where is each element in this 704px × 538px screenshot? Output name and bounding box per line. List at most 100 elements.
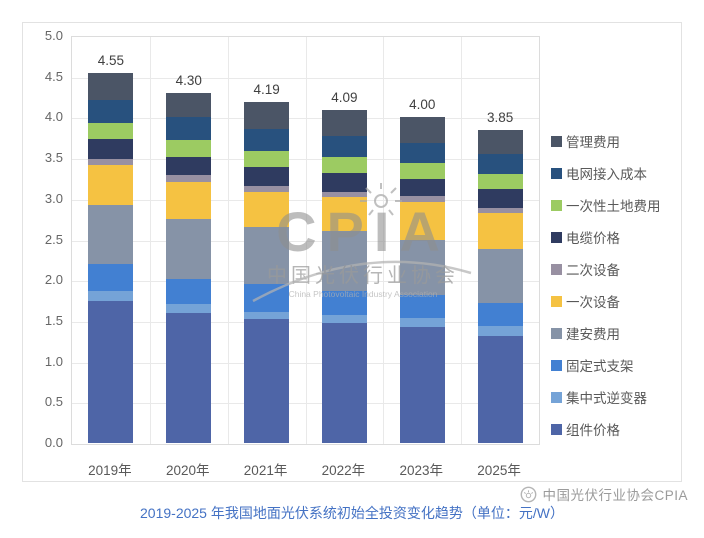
bar-segment-建安费用 <box>321 231 367 291</box>
bar-segment-一次性土地费用 <box>321 157 367 173</box>
bar-segment-管理费用 <box>88 72 134 100</box>
legend-label: 集中式逆变器 <box>566 391 647 406</box>
account-badge-label: 中国光伏行业协会CPIA <box>542 488 688 503</box>
bar-segment-管理费用 <box>166 93 212 118</box>
x-tick-label: 2022年 <box>321 463 366 478</box>
bar-total-label: 3.85 <box>486 109 514 125</box>
legend-item-一次设备: 一次设备 <box>551 285 681 317</box>
gridline-v <box>306 37 307 444</box>
gridline-h <box>72 321 539 323</box>
bar-segment-电网接入成本 <box>399 142 445 164</box>
bar-segment-一次性土地费用 <box>477 174 523 190</box>
plot-area: 4.55 4.30 4.19 4.09 4.00 3.85 <box>71 36 540 445</box>
legend: 管理费用 电网接入成本 一次性土地费用 电缆价格 二次设备 一次设备 建安费用 固定式支架 集中… <box>551 125 681 445</box>
stacked-bar <box>88 72 134 443</box>
legend-swatch <box>551 327 562 339</box>
gridline-h <box>72 362 539 364</box>
legend-item-电网接入成本: 电网接入成本 <box>551 157 681 189</box>
bar-segment-建安费用 <box>477 249 523 304</box>
bar-segment-电缆价格 <box>166 156 212 176</box>
legend-label: 二次设备 <box>566 263 620 278</box>
legend-label: 组件价格 <box>566 423 620 438</box>
gridline-v <box>150 37 151 444</box>
x-tick-label: 2020年 <box>165 463 210 478</box>
legend-item-电缆价格: 电缆价格 <box>551 221 681 253</box>
bar-total-label: 4.30 <box>175 72 202 88</box>
bar-segment-固定式支架 <box>244 284 290 312</box>
gridline-h <box>72 199 539 201</box>
bar-segment-建安费用 <box>244 227 290 285</box>
bar-segment-建安费用 <box>399 239 445 295</box>
stacked-bar <box>321 110 367 443</box>
bar-total-label: 4.55 <box>97 52 125 68</box>
bar-segment-一次设备 <box>477 213 523 250</box>
legend-swatch <box>551 359 562 371</box>
cpia-logo-icon <box>521 486 537 502</box>
bar-segment-组件价格 <box>477 335 523 443</box>
gridline-h <box>72 240 539 242</box>
bar-segment-一次设备 <box>88 165 134 205</box>
bar-segment-集中式逆变器 <box>399 317 445 328</box>
stacked-bar <box>477 129 523 443</box>
bar-total-label: 4.09 <box>331 90 358 106</box>
legend-swatch <box>551 263 562 275</box>
y-tick-label: 1.5 <box>44 312 63 328</box>
bar-segment-二次设备 <box>321 191 367 198</box>
gridline-h <box>72 118 539 120</box>
bar-total-label: 4.00 <box>409 97 436 113</box>
y-tick-label: 3.0 <box>44 190 63 206</box>
gridline-h <box>72 403 539 405</box>
chart-panel: 4.55 4.30 4.19 4.09 4.00 3.85 0.0 0.5 1.0 1.5 2.0… <box>22 22 682 482</box>
bar-segment-组件价格 <box>321 322 367 443</box>
bar-total-label: 4.19 <box>253 81 280 97</box>
bar-segment-集中式逆变器 <box>166 303 212 313</box>
y-tick-label: 4.5 <box>44 68 63 84</box>
legend-label: 电网接入成本 <box>566 167 647 182</box>
bar-segment-电缆价格 <box>399 178 445 197</box>
legend-label: 管理费用 <box>566 135 620 150</box>
bar-segment-电网接入成本 <box>477 154 523 175</box>
gridline-v <box>461 37 462 444</box>
bar-segment-二次设备 <box>166 175 212 182</box>
bar-segment-二次设备 <box>244 185 290 192</box>
stacked-bar <box>166 93 212 443</box>
bar-segment-固定式支架 <box>88 263 134 291</box>
gridline-h <box>72 159 539 161</box>
stacked-bar <box>244 102 290 443</box>
gridline-h <box>72 77 539 79</box>
legend-swatch <box>551 167 562 179</box>
bar-segment-一次设备 <box>399 202 445 240</box>
legend-swatch <box>551 423 562 435</box>
bar-segment-一次性土地费用 <box>166 140 212 157</box>
x-tick-label: 2019年 <box>88 463 132 478</box>
bar-segment-电网接入成本 <box>166 117 212 141</box>
bar-segment-管理费用 <box>399 117 445 143</box>
y-tick-label: 3.5 <box>44 150 63 166</box>
bar-segment-集中式逆变器 <box>321 315 367 323</box>
bar-segment-建安费用 <box>88 204 134 264</box>
bar-segment-一次性土地费用 <box>244 150 290 168</box>
bar-segment-电缆价格 <box>88 139 134 159</box>
bar-segment-集中式逆变器 <box>477 325 523 336</box>
bar-segment-固定式支架 <box>166 278 212 304</box>
legend-item-组件价格: 组件价格 <box>551 413 681 445</box>
bar-segment-二次设备 <box>477 207 523 214</box>
bar-segment-组件价格 <box>166 312 212 443</box>
x-tick-label: 2025年 <box>477 463 521 478</box>
bar-segment-固定式支架 <box>321 290 367 316</box>
bar-segment-固定式支架 <box>399 294 445 318</box>
bar-segment-集中式逆变器 <box>88 290 134 301</box>
bar-segment-一次设备 <box>321 197 367 232</box>
legend-item-管理费用: 管理费用 <box>551 125 681 157</box>
legend-swatch <box>551 135 562 147</box>
bar-segment-电网接入成本 <box>244 128 290 151</box>
gridline-v <box>383 37 384 444</box>
y-tick-label: 5.0 <box>44 28 63 43</box>
bar-segment-电缆价格 <box>477 189 523 208</box>
bar-segment-管理费用 <box>244 102 290 129</box>
legend-item-固定式支架: 固定式支架 <box>551 349 681 381</box>
bar-segment-电网接入成本 <box>321 136 367 158</box>
legend-label: 一次设备 <box>566 295 620 310</box>
y-tick-label: 0.0 <box>44 435 63 450</box>
